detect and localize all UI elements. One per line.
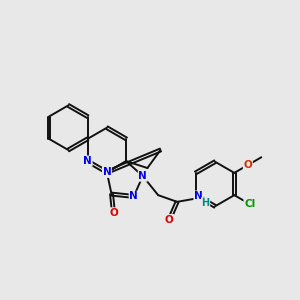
Text: N: N (194, 191, 203, 201)
Text: O: O (165, 215, 174, 225)
Text: H: H (202, 198, 210, 208)
Text: N: N (129, 191, 138, 201)
Text: N: N (103, 167, 111, 177)
Text: N: N (138, 171, 147, 181)
Text: O: O (109, 208, 118, 218)
Text: O: O (244, 160, 252, 170)
Text: Cl: Cl (244, 199, 255, 209)
Text: N: N (83, 156, 92, 166)
